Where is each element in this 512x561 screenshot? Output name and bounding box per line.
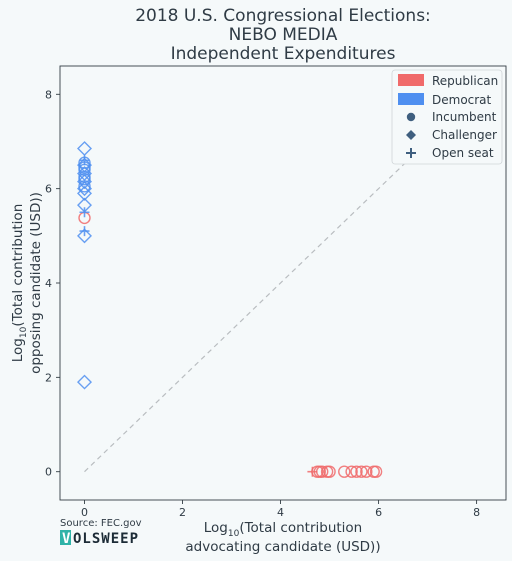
x-axis-ticks: 0 2 4 6 8 xyxy=(81,500,480,519)
reference-line-layer xyxy=(84,108,463,473)
data-point-democrat-plus xyxy=(79,207,90,218)
svg-text:Log10(Total contribution: Log10(Total contribution xyxy=(10,204,29,362)
y-label-subscript: 10 xyxy=(19,326,29,338)
data-point-democrat-diamond xyxy=(77,185,92,201)
x-tick-label: 2 xyxy=(179,506,186,519)
data-point-republican-circle xyxy=(355,465,368,478)
y-label-line-2: opposing candidate (USD)) xyxy=(28,192,44,374)
x-label-log: Log xyxy=(204,520,228,536)
y-tick-label: 0 xyxy=(45,466,52,479)
title-line-2: NEBO MEDIA xyxy=(229,25,338,45)
legend: Republican Democrat Incumbent Challenger… xyxy=(391,69,503,165)
source-note: Source: FEC.gov xyxy=(60,518,142,529)
legend-marker-challenger xyxy=(406,130,416,140)
x-label-subscript: 10 xyxy=(228,529,240,539)
legend-marker-incumbent xyxy=(406,112,416,122)
x-tick-label: 0 xyxy=(81,506,88,519)
y-axis-ticks: 0 2 4 6 8 xyxy=(45,88,60,479)
y-tick-label: 4 xyxy=(45,277,52,290)
data-point-republican-circle xyxy=(369,465,383,478)
x-axis-label: Log10(Total contribution advocating cand… xyxy=(185,520,380,555)
svg-text:Log10(Total contribution: Log10(Total contribution xyxy=(204,520,362,539)
legend-label-democrat: Democrat xyxy=(432,93,492,107)
data-point-democrat-circle xyxy=(78,156,91,169)
brand-logo: V OLSWEEP xyxy=(60,530,139,547)
x-tick-label: 4 xyxy=(277,506,284,519)
data-point-democrat-diamond xyxy=(77,166,92,182)
data-point-democrat-circle xyxy=(78,180,91,193)
y-tick-label: 2 xyxy=(45,371,52,384)
data-point-democrat-diamond xyxy=(77,374,92,390)
legend-swatch-democrat xyxy=(398,93,424,105)
y-label-main: (Total contribution xyxy=(10,204,26,327)
data-point-democrat-diamond xyxy=(77,228,92,244)
y-tick-label: 8 xyxy=(45,88,52,101)
chart-title: 2018 U.S. Congressional Elections: NEBO … xyxy=(135,6,431,64)
brand-wordmark: OLSWEEP xyxy=(73,531,139,547)
brand-mark-box xyxy=(60,530,71,545)
reference-diagonal-line xyxy=(84,108,463,473)
data-point-republican-circle xyxy=(360,465,373,478)
title-line-3: Independent Expenditures xyxy=(171,44,396,64)
data-point-democrat-circle xyxy=(78,173,91,186)
data-point-republican-circle xyxy=(316,465,329,478)
x-tick-label: 6 xyxy=(375,506,382,519)
x-label-main: (Total contribution xyxy=(239,520,362,536)
legend-label-incumbent: Incumbent xyxy=(432,110,497,124)
legend-marker-open-seat xyxy=(406,148,416,158)
legend-label-republican: Republican xyxy=(432,74,498,88)
y-label-log: Log xyxy=(10,338,26,362)
legend-label-open-seat: Open seat xyxy=(432,146,494,160)
data-point-republican-circle xyxy=(323,465,336,478)
legend-swatch-republican xyxy=(398,74,424,86)
data-point-republican-circle xyxy=(345,465,358,478)
x-label-line-2: advocating candidate (USD)) xyxy=(185,539,380,555)
data-point-democrat-plus xyxy=(79,226,90,237)
data-point-democrat-diamond xyxy=(77,174,92,190)
data-point-democrat-diamond xyxy=(77,181,92,197)
y-tick-label: 6 xyxy=(45,183,52,196)
data-point-republican-circle xyxy=(350,465,363,478)
y-axis-label: Log10(Total contribution opposing candid… xyxy=(10,192,44,374)
data-points xyxy=(77,141,383,478)
title-line-1: 2018 U.S. Congressional Elections: xyxy=(135,6,431,26)
legend-label-challenger: Challenger xyxy=(432,128,497,142)
data-point-republican-circle xyxy=(338,465,351,478)
brand-mark-letter: V xyxy=(62,531,71,547)
x-tick-label: 8 xyxy=(473,506,480,519)
data-point-democrat-diamond xyxy=(77,141,92,157)
